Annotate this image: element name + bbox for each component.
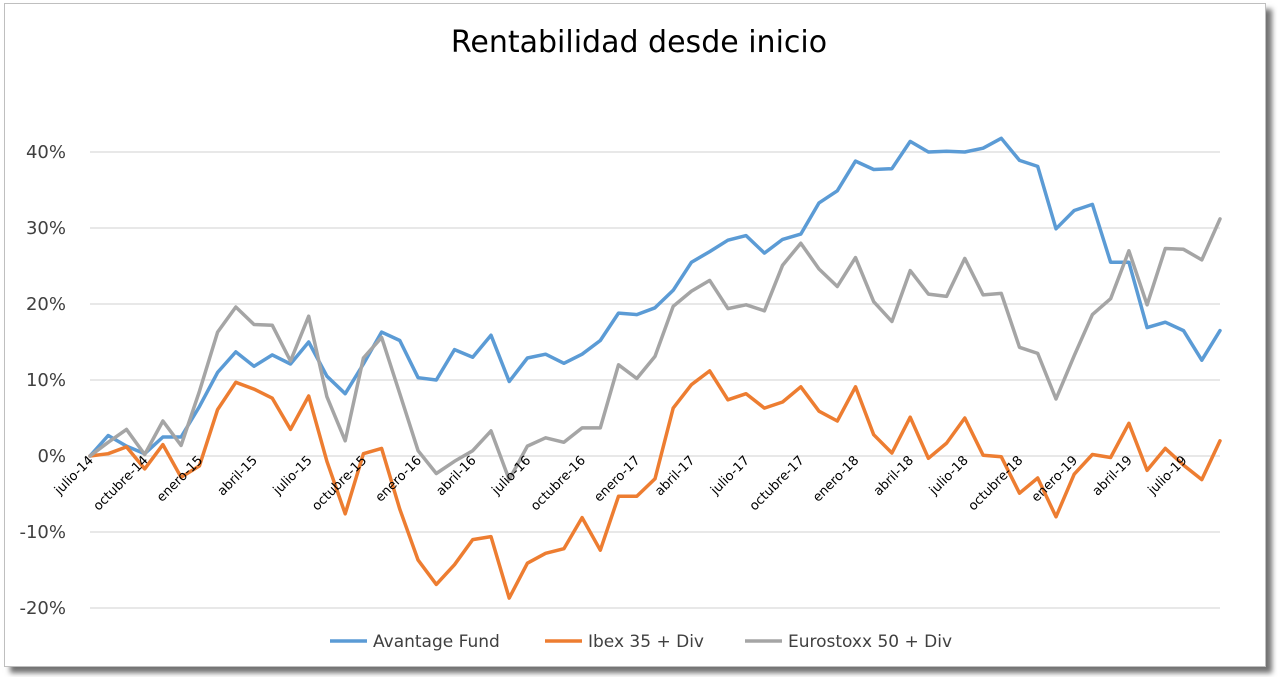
x-tick-label: julio-16 (489, 453, 535, 499)
chart-title: Rentabilidad desde inicio (451, 25, 827, 60)
x-tick-label: julio-18 (926, 453, 972, 499)
x-tick-label: abril-18 (871, 453, 917, 499)
x-tick-label: octubre-17 (747, 453, 808, 514)
y-tick-label: 40% (26, 142, 66, 163)
y-tick-label: -20% (19, 598, 66, 619)
series-lines (88, 136, 1222, 600)
x-tick-label: abril-19 (1090, 453, 1136, 499)
series-line-2 (88, 369, 1222, 600)
x-tick-label: julio-15 (270, 453, 316, 499)
chart-frame (4, 3, 1266, 667)
x-tick-label: abril-15 (215, 453, 261, 499)
y-axis: -20% -10% 0% 10% 20% 30% 40% (19, 142, 66, 619)
legend-label: Avantage Fund (373, 632, 500, 652)
x-tick-label: julio-19 (1145, 453, 1191, 499)
series-line-3 (88, 217, 1222, 482)
y-tick-label: 20% (26, 294, 66, 315)
x-tick-label: enero-16 (373, 453, 425, 505)
legend-label: Ibex 35 + Div (588, 632, 704, 652)
x-tick-label: octubre-18 (966, 453, 1027, 514)
x-tick-label: octubre-16 (528, 453, 589, 514)
x-tick-label: octubre-15 (309, 453, 370, 514)
x-tick-label: enero-18 (810, 453, 862, 505)
gridlines (90, 151, 1220, 609)
y-tick-label: 10% (26, 370, 66, 391)
x-tick-label: julio-17 (707, 453, 753, 499)
legend: Avantage Fund Ibex 35 + Div Eurostoxx 50 +… (330, 632, 952, 652)
y-tick-label: 30% (26, 218, 66, 239)
x-tick-label: enero-15 (154, 453, 206, 505)
legend-label: Eurostoxx 50 + Div (788, 632, 952, 652)
y-tick-label: -10% (19, 522, 66, 543)
y-tick-label: 0% (37, 446, 66, 467)
series-line-1 (88, 136, 1222, 458)
x-tick-label: octubre-14 (91, 453, 152, 514)
